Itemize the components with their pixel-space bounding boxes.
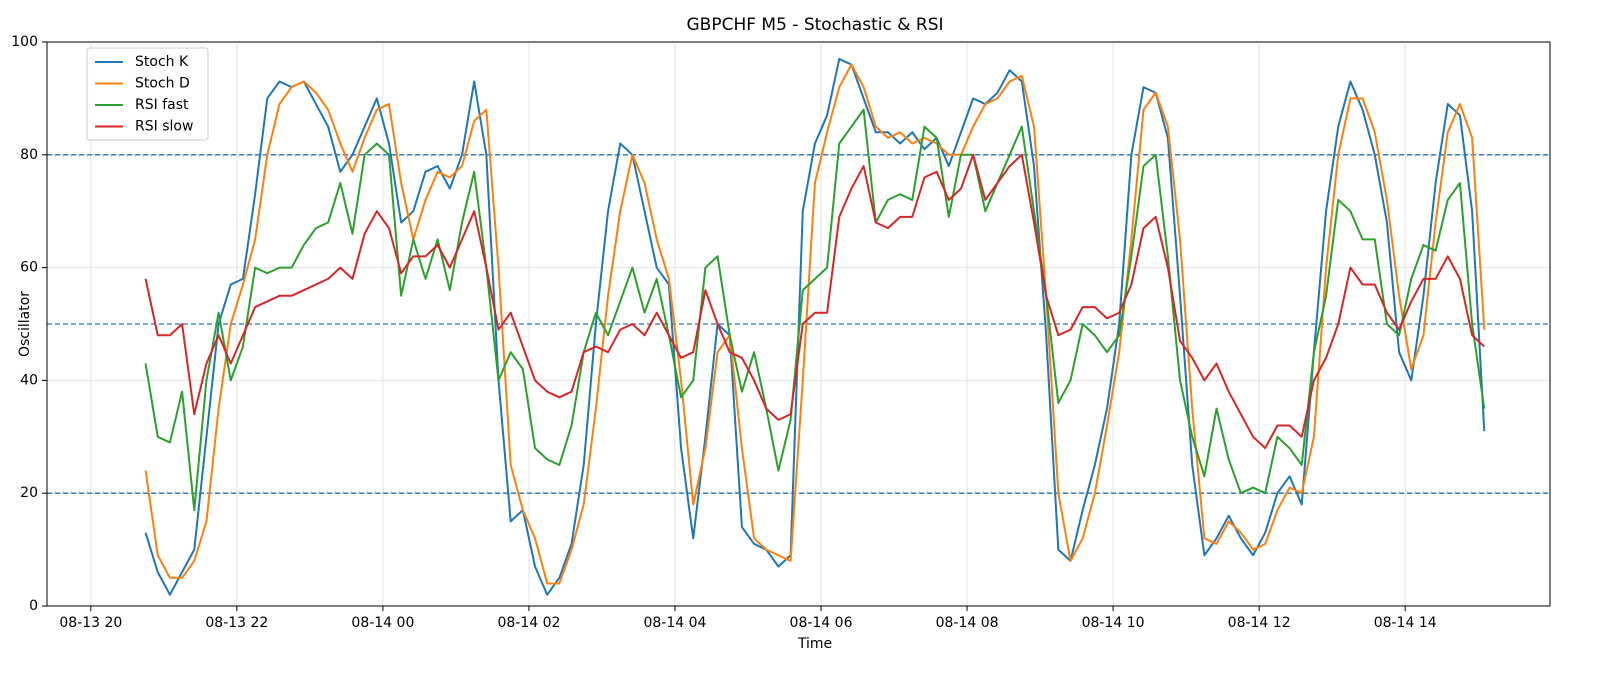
y-tick-label: 0	[29, 598, 38, 614]
legend-label: Stoch K	[135, 54, 189, 70]
series-line	[144, 63, 1486, 585]
series-line	[144, 153, 1485, 450]
x-tick-label: 08-14 04	[643, 615, 706, 631]
x-tick-label: 08-14 06	[790, 615, 853, 631]
chart-title: GBPCHF M5 - Stochastic & RSI	[686, 15, 943, 35]
series-line	[144, 57, 1486, 596]
series-line	[144, 108, 1486, 512]
y-tick-label: 20	[20, 485, 38, 501]
x-tick-label: 08-13 22	[205, 615, 268, 631]
plot-frame	[46, 41, 1551, 607]
x-tick-label: 08-14 14	[1374, 615, 1437, 631]
x-tick-label: 08-14 12	[1228, 615, 1291, 631]
y-tick-label: 60	[20, 260, 38, 276]
x-tick-label: 08-13 20	[59, 615, 122, 631]
legend-box	[86, 47, 209, 141]
x-axis-label: Time	[797, 636, 832, 652]
y-tick-label: 100	[11, 34, 38, 50]
x-tick-label: 08-14 02	[497, 615, 560, 631]
x-tick-label: 08-14 00	[351, 615, 414, 631]
legend-label: RSI fast	[135, 97, 189, 113]
x-tick-label: 08-14 10	[1082, 615, 1145, 631]
legend-label: Stoch D	[135, 76, 190, 92]
x-tick-label: 08-14 08	[936, 615, 999, 631]
legend-label: RSI slow	[135, 119, 193, 135]
y-axis-label: Oscillator	[17, 291, 33, 357]
y-tick-label: 40	[20, 372, 38, 388]
y-tick-label: 80	[20, 147, 38, 163]
